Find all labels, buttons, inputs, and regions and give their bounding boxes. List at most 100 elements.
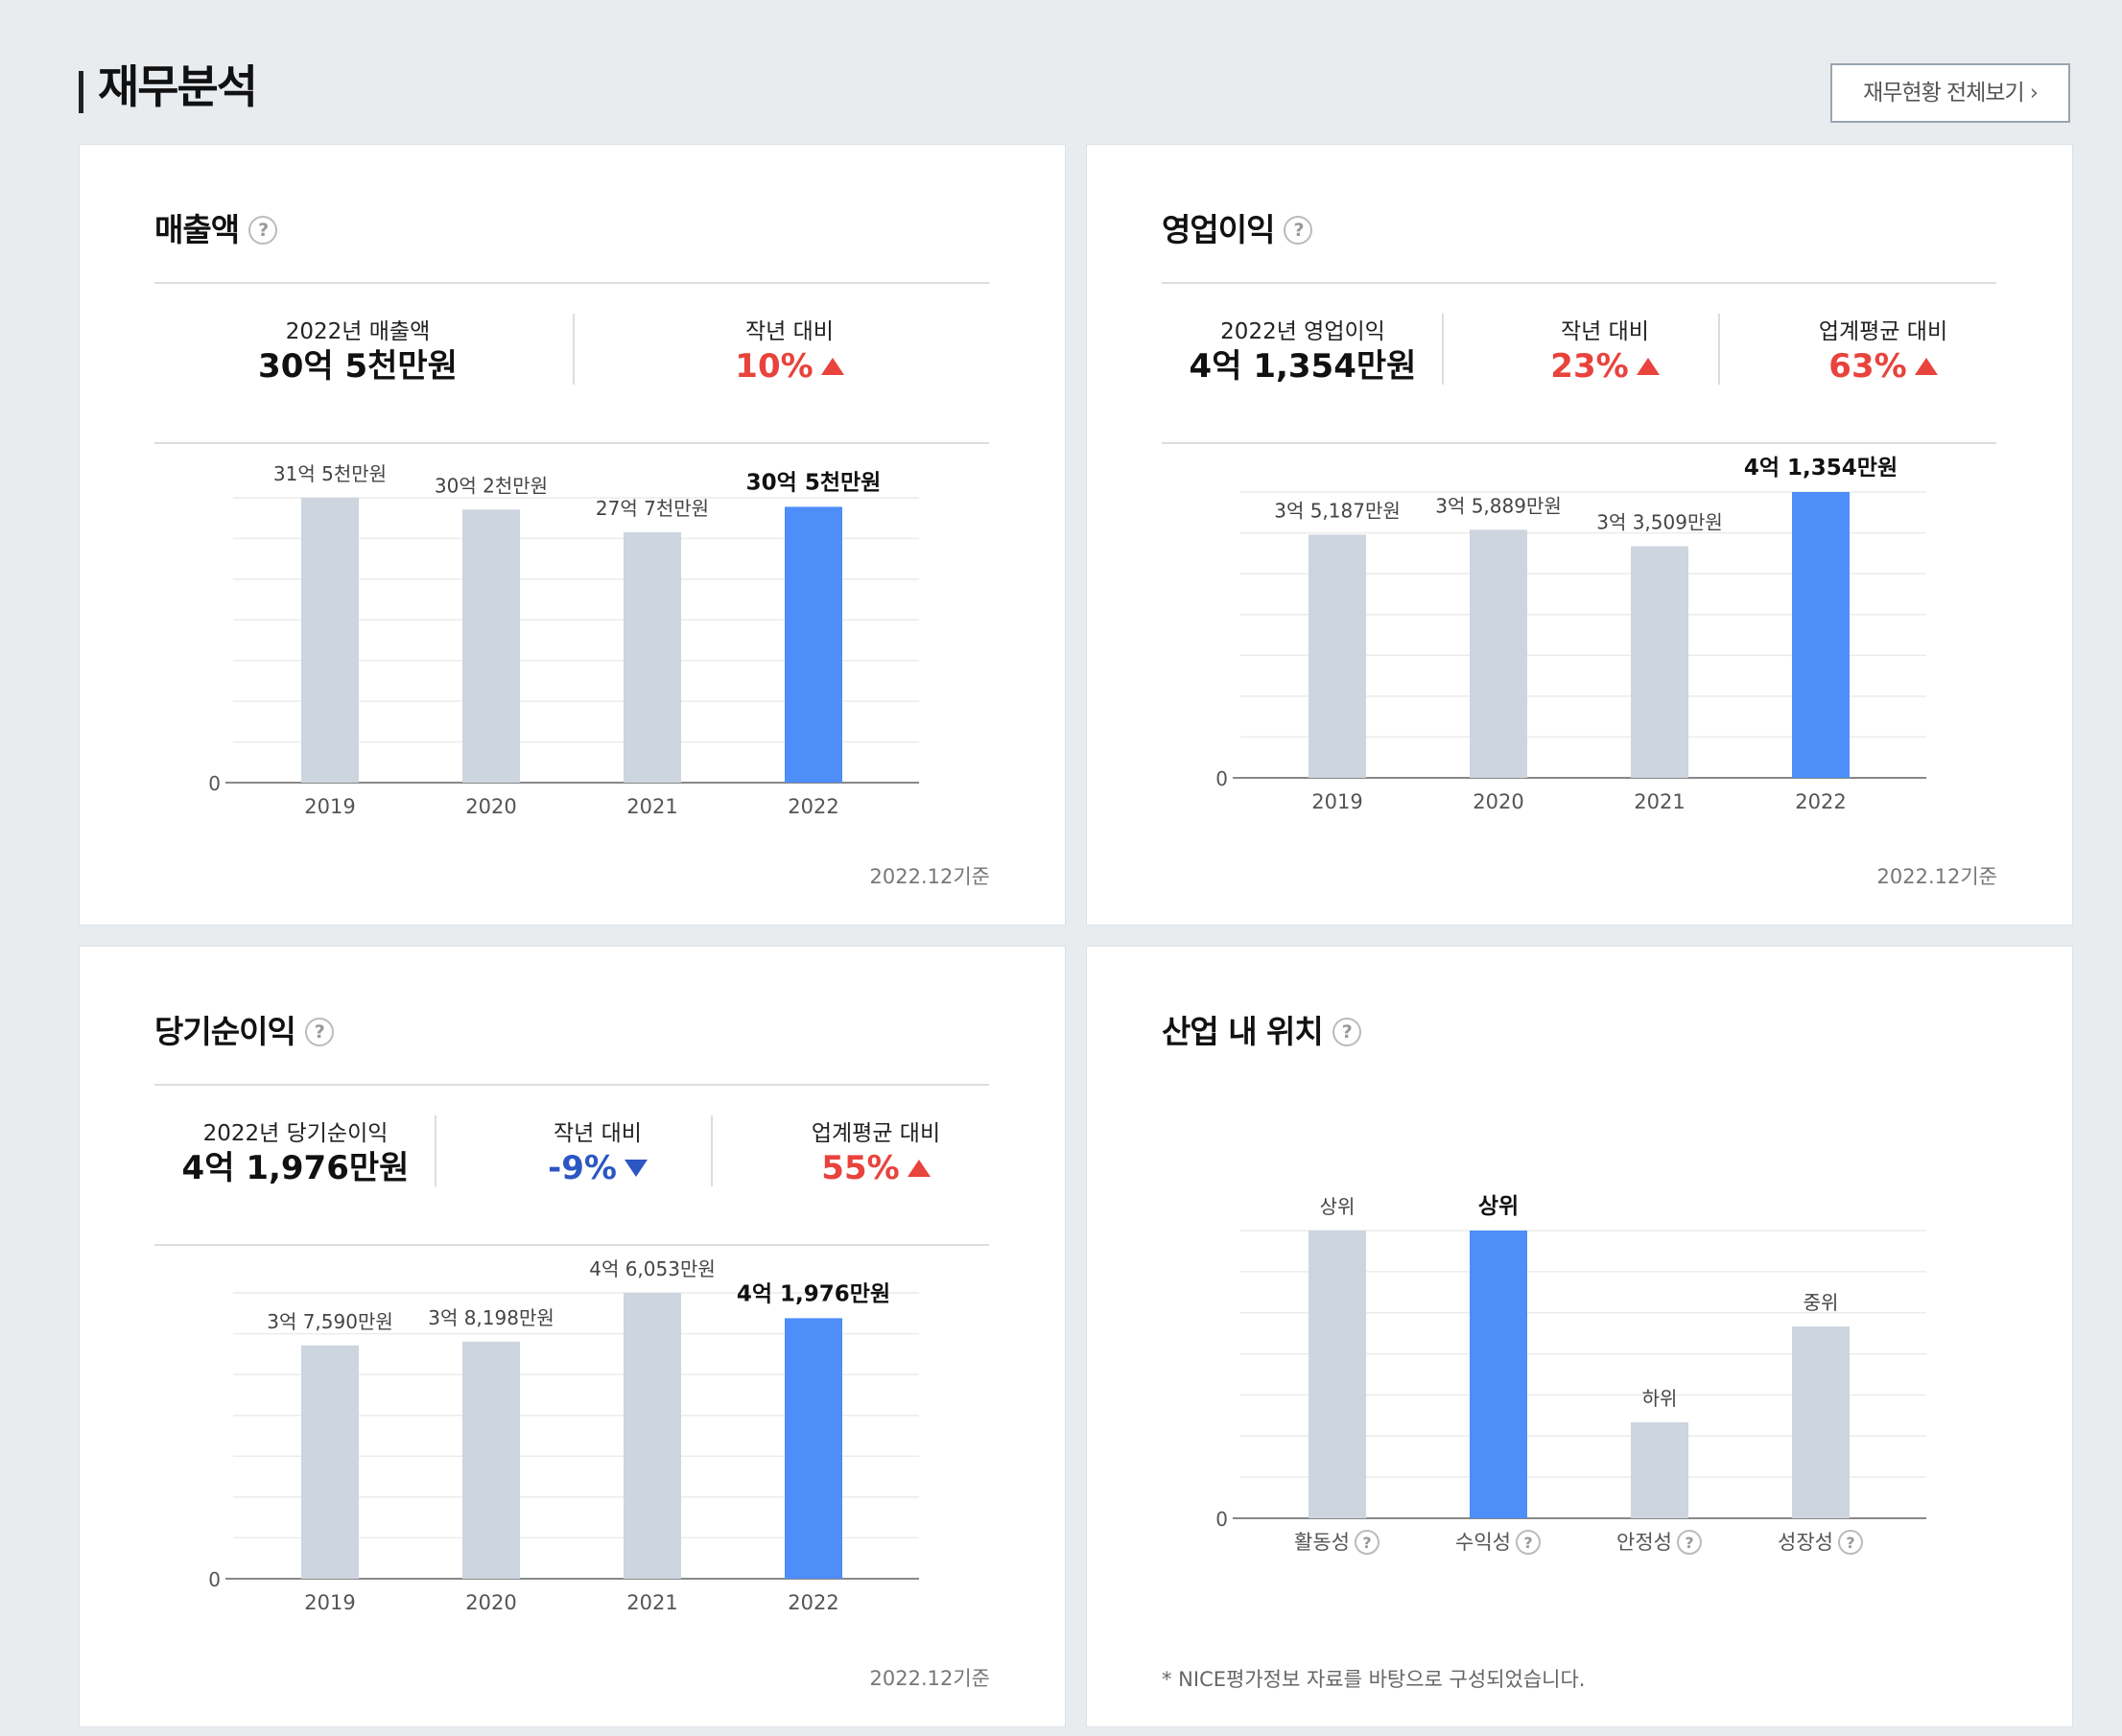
- stat-yoy: 작년 대비 -9%: [483, 1119, 713, 1188]
- divider: [435, 1115, 436, 1186]
- data-label: 4억 1,976만원: [737, 1281, 890, 1306]
- triangle-up-icon: [1914, 357, 1938, 375]
- y-tick-label: 0: [208, 1568, 221, 1591]
- data-label: 3억 5,187만원: [1274, 499, 1401, 522]
- x-tick-label: 성장성: [1778, 1531, 1833, 1554]
- help-icon[interactable]: ?: [1332, 1017, 1361, 1046]
- stat-yoy: 작년 대비 23%: [1490, 317, 1720, 387]
- bar: [301, 1345, 359, 1579]
- help-icon[interactable]: ?: [248, 215, 278, 245]
- stat-label: 2022년 당기순이익: [202, 1121, 389, 1146]
- y-tick-label: 0: [208, 772, 221, 795]
- stat-label: 2022년 영업이익: [1220, 319, 1385, 344]
- basis-date: 2022.12기준: [869, 865, 990, 888]
- divider: [1718, 314, 1720, 385]
- stat-value: 10%: [735, 347, 813, 386]
- operating-profit-bar-chart: 0 3억 5,187만원 2019 3억 5,889만원 2020 3억 3,509만원 2…: [1215, 456, 1926, 813]
- x-tick-label: 2020: [465, 1591, 516, 1614]
- x-tick-label: 2019: [304, 1591, 355, 1614]
- bar: [785, 506, 842, 783]
- bar: [624, 531, 681, 783]
- divider: [154, 282, 989, 284]
- divider: [1442, 314, 1444, 385]
- x-tick-label: 2021: [1634, 790, 1685, 813]
- card-title: 당기순이익: [154, 1013, 296, 1050]
- help-icon-glyph: ?: [1523, 1534, 1532, 1552]
- view-all-financials-button[interactable]: 재무현황 전체보기 ›: [1830, 63, 2070, 123]
- stat-industry: 업계평균 대비 63%: [1763, 317, 2003, 387]
- divider: [154, 1244, 989, 1246]
- bar: [301, 498, 359, 783]
- card-title: 영업이익: [1162, 211, 1275, 248]
- bar: [1792, 492, 1850, 778]
- bar: [1309, 1231, 1366, 1518]
- chevron-right-icon: ›: [2029, 81, 2039, 106]
- data-label: 하위: [1642, 1387, 1678, 1410]
- stat-value: -9%: [548, 1149, 617, 1187]
- stat-value: 23%: [1550, 347, 1629, 386]
- divider: [154, 1084, 989, 1086]
- help-icon[interactable]: [1354, 1530, 1379, 1555]
- stat-label: 작년 대비: [1561, 319, 1649, 344]
- net-income-bar-chart: 0 3억 7,590만원 2019 3억 8,198만원 2020 4억 6,053만원 2…: [208, 1257, 919, 1614]
- x-tick-label: 수익성: [1455, 1531, 1511, 1554]
- stat-yoy: 작년 대비 10%: [646, 317, 933, 387]
- stat-current: 2022년 영업이익 4억 1,354만원: [1159, 317, 1447, 387]
- page-title: 재무분석: [79, 59, 258, 117]
- divider: [154, 442, 989, 444]
- help-icon[interactable]: ?: [304, 1017, 334, 1046]
- data-label: 30억 2천만원: [435, 474, 548, 497]
- stat-label: 작년 대비: [554, 1121, 642, 1146]
- stat-value: 4억 1,354만원: [1189, 347, 1417, 386]
- bar: [1309, 534, 1366, 778]
- bar: [785, 1318, 842, 1579]
- help-icon-glyph: ?: [1685, 1534, 1693, 1552]
- x-tick-label: 2019: [304, 795, 355, 818]
- triangle-up-icon: [820, 357, 844, 375]
- x-tick-label: 2022: [1795, 790, 1846, 813]
- divider: [1162, 282, 1996, 284]
- bar: [1631, 1422, 1688, 1518]
- stat-label: 업계평균 대비: [1818, 319, 1948, 344]
- data-label: 상위: [1320, 1195, 1356, 1218]
- operating-profit-card: 영업이익? 2022년 영업이익 4억 1,354만원 작년 대비 23% 업계…: [1086, 144, 2073, 926]
- x-tick-label: 활동성: [1294, 1531, 1350, 1554]
- stat-current: 2022년 당기순이익 4억 1,976만원: [152, 1119, 439, 1188]
- x-tick-label: 2021: [626, 795, 677, 818]
- stat-label: 2022년 매출액: [285, 319, 431, 344]
- help-icon-glyph: ?: [1846, 1534, 1854, 1552]
- stat-value: 63%: [1828, 347, 1907, 386]
- bar: [624, 1293, 681, 1579]
- stat-value: 4억 1,976만원: [181, 1149, 410, 1187]
- stat-label: 업계평균 대비: [811, 1121, 941, 1146]
- x-tick-label: 안정성: [1616, 1531, 1672, 1554]
- bar: [462, 509, 520, 783]
- view-all-label: 재무현황 전체보기: [1863, 81, 2025, 106]
- revenue-bar-chart: 0 31억 5천만원 2019 30억 2천만원 2020 27억 7천만원 2021 30억…: [208, 462, 919, 818]
- help-icon[interactable]: ?: [1284, 215, 1313, 245]
- x-tick-label: 2022: [788, 795, 838, 818]
- data-label: 상위: [1478, 1194, 1519, 1219]
- stat-industry: 업계평균 대비 55%: [756, 1119, 996, 1188]
- help-icon-glyph: ?: [1362, 1534, 1371, 1552]
- data-label: 3억 5,889만원: [1435, 494, 1562, 517]
- y-tick-label: 0: [1215, 1508, 1228, 1531]
- divider: [1162, 442, 1996, 444]
- divider: [573, 314, 575, 385]
- data-label: 4억 1,354만원: [1744, 456, 1898, 481]
- help-icon[interactable]: [1676, 1530, 1702, 1555]
- bar: [1631, 546, 1688, 778]
- data-label: 27억 7천만원: [596, 497, 709, 520]
- x-tick-label: 2020: [1473, 790, 1523, 813]
- stat-value: 55%: [821, 1149, 900, 1187]
- triangle-up-icon: [907, 1159, 931, 1177]
- bar: [462, 1341, 520, 1579]
- help-icon[interactable]: [1515, 1530, 1541, 1555]
- stat-value: 30억 5천만원: [258, 347, 458, 386]
- industry-position-card: 산업 내 위치? 0 상위 활동성? 상위 수익성? 하위 안정성? 중위 성장성? * NIC…: [1086, 946, 2073, 1727]
- help-icon[interactable]: [1837, 1530, 1863, 1555]
- data-label: 중위: [1804, 1291, 1839, 1314]
- data-label: 3억 3,509만원: [1596, 511, 1723, 534]
- card-title: 매출액: [154, 211, 240, 248]
- x-tick-label: 2020: [465, 795, 516, 818]
